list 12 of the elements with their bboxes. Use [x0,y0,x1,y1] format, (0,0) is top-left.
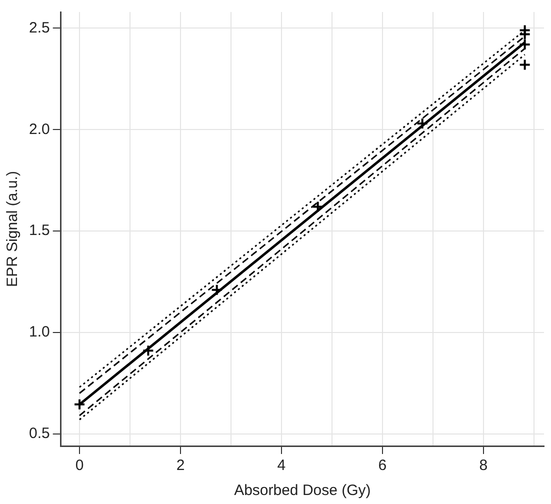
x-tick-label: 2 [176,457,185,474]
y-tick-label: 2.5 [28,19,50,36]
y-tick-label: 2.0 [28,120,50,138]
y-tick-label: 1.0 [28,324,50,341]
x-tick-label: 4 [277,457,286,474]
y-tick-label: 0.5 [28,424,50,442]
y-tick-label: 1.5 [28,222,50,240]
x-tick-label: 6 [378,457,387,474]
x-axis-title: Absorbed Dose (Gy) [234,482,371,500]
x-tick-label: 0 [75,457,84,474]
y-axis-title: EPR Signal (a.u.) [4,171,22,287]
x-tick-label: 8 [479,457,488,474]
